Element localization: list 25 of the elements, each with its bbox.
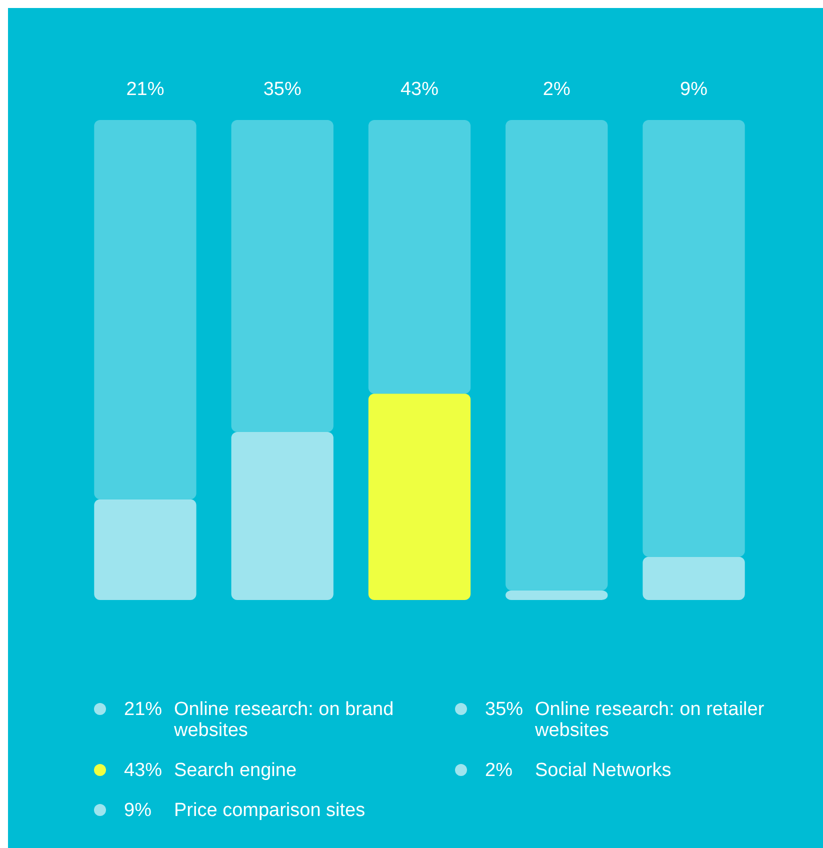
bar bbox=[231, 432, 334, 600]
text: Price comparison sites bbox=[174, 800, 366, 821]
text: Social Networks bbox=[535, 760, 672, 781]
text: 35% bbox=[485, 699, 524, 720]
text: Online research: on retailer websites bbox=[534, 699, 765, 741]
text: 2% bbox=[485, 760, 512, 781]
data-label: 35% bbox=[263, 79, 302, 100]
bar bbox=[368, 120, 471, 394]
data-label: 21% bbox=[126, 79, 164, 100]
bar bbox=[642, 556, 745, 600]
bar bbox=[506, 120, 608, 590]
text: 9% bbox=[124, 800, 152, 821]
bar bbox=[231, 120, 334, 432]
bar bbox=[368, 394, 471, 600]
bar bbox=[94, 120, 196, 500]
bar bbox=[506, 590, 608, 600]
data-label: 9% bbox=[680, 79, 708, 100]
bar bbox=[642, 120, 745, 557]
data-label: 2% bbox=[542, 79, 570, 100]
text: Online research: on brand websites bbox=[173, 699, 394, 741]
text: Search engine bbox=[174, 760, 297, 781]
bar bbox=[94, 499, 196, 600]
text: 43% bbox=[124, 760, 162, 781]
text: 21% bbox=[124, 699, 162, 720]
data-label: 43% bbox=[400, 79, 439, 100]
